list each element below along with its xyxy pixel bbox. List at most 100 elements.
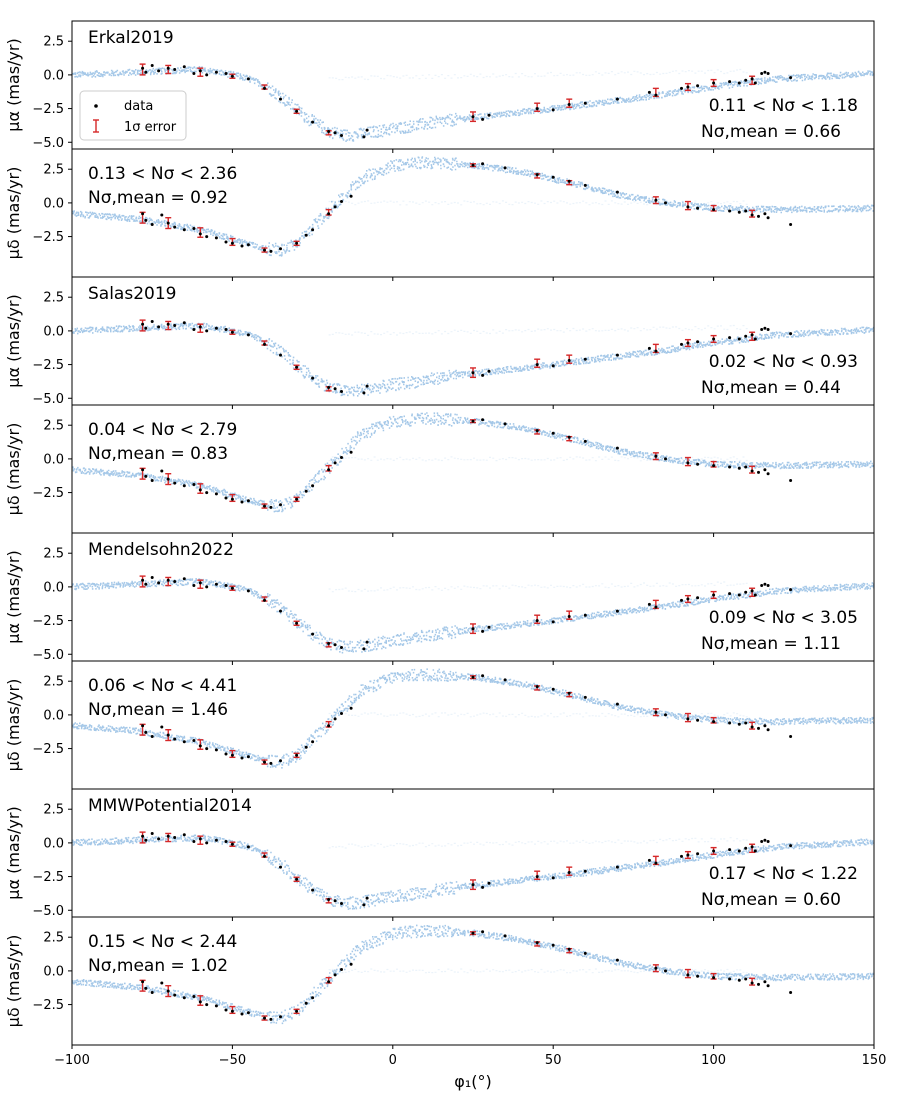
x-axis: −100 −50 0 50 100 150 φ₁(°): [54, 1053, 886, 1091]
data-point: [712, 593, 716, 597]
model-faint-tail-marks: [328, 837, 748, 849]
data-point: [182, 65, 186, 69]
data-point: [583, 613, 587, 617]
data-point: [166, 733, 170, 737]
y-tick-label: −2.5: [32, 998, 64, 1013]
y-tick-label: 2.5: [43, 419, 64, 434]
data-point: [246, 77, 250, 81]
data-point: [750, 469, 754, 473]
data-point: [205, 73, 209, 77]
data-point: [182, 228, 186, 232]
data-point: [481, 117, 485, 121]
legend: data 1σ error: [79, 90, 187, 141]
data-point: [503, 678, 507, 682]
data-point: [615, 97, 619, 101]
data-point: [744, 78, 748, 82]
data-point: [230, 74, 234, 78]
data-point: [551, 687, 555, 691]
n-sigma-range-label: 0.11 < Nσ < 1.18: [709, 96, 858, 116]
data-point: [615, 865, 619, 869]
data-point: [295, 877, 299, 881]
data-point: [686, 205, 690, 209]
data-point: [230, 586, 234, 590]
data-point: [340, 968, 343, 971]
data-point: [750, 333, 754, 337]
model-faint-tail-marks: [328, 68, 748, 81]
data-point: [760, 72, 764, 75]
y-tick-label: −2.5: [32, 102, 64, 117]
data-point: [173, 68, 177, 71]
data-point: [173, 481, 177, 485]
data-point: [333, 643, 337, 647]
n-sigma-range-label: 0.17 < Nσ < 1.22: [709, 864, 858, 884]
data-point: [333, 131, 337, 135]
x-tick-label: 50: [545, 1053, 562, 1068]
data-point: [763, 212, 767, 216]
data-point: [686, 717, 690, 721]
x-tick-label: −100: [54, 1053, 90, 1068]
data-point: [166, 66, 170, 70]
data-point: [263, 504, 266, 508]
data-point: [654, 861, 658, 865]
data-point: [295, 1009, 299, 1013]
data-point: [750, 213, 754, 217]
data-point: [567, 359, 571, 362]
model-name-label: Erkal2019: [88, 28, 174, 48]
data-point: [789, 76, 793, 80]
data-point: [333, 205, 337, 209]
data-point: [166, 834, 170, 838]
data-point: [753, 81, 757, 85]
data-point: [333, 717, 337, 721]
n-sigma-range-label: 0.06 < Nσ < 4.41: [88, 676, 237, 696]
legend-box: [79, 90, 187, 141]
data-point: [654, 93, 658, 97]
data-point: [664, 713, 667, 717]
y-axis-label: μδ (mas/yr): [4, 935, 23, 1028]
data-point: [728, 336, 732, 340]
panel-mu-alpha-salas2019: 2.5 0.0 −2.5 −5.0 μα (mas/yr) Salas2019 0.02 <…: [4, 276, 875, 409]
y-tick-label: 0.0: [43, 580, 64, 595]
data-point: [340, 200, 343, 203]
data-point: [230, 241, 234, 245]
data-point: [471, 419, 475, 423]
data-point: [583, 101, 587, 105]
y-tick-label: 2.5: [43, 803, 64, 818]
data-point: [712, 208, 716, 212]
data-point: [198, 232, 202, 236]
data-point: [728, 80, 732, 84]
model-name-label: Mendelsohn2022: [88, 540, 234, 560]
data-point: [230, 497, 234, 501]
data-point: [615, 353, 619, 357]
model-faint-tail-marks: [328, 456, 748, 462]
y-tick-label: −2.5: [32, 614, 64, 629]
data-point: [173, 993, 177, 997]
data-point: [198, 325, 202, 329]
data-point: [150, 991, 154, 994]
data-point: [647, 90, 651, 94]
data-point: [471, 115, 475, 119]
n-sigma-mean-label: Nσ,mean = 1.02: [88, 956, 228, 976]
data-point: [737, 466, 741, 470]
data-point: [141, 834, 145, 838]
data-point: [712, 849, 716, 853]
data-point: [680, 86, 683, 90]
data-point: [647, 858, 651, 862]
data-point: [760, 328, 764, 331]
data-point: [686, 973, 690, 977]
data-point: [567, 179, 571, 183]
data-point: [327, 468, 331, 472]
data-point: [160, 725, 164, 729]
data-point: [157, 69, 161, 73]
data-point: [144, 474, 148, 478]
data-point: [198, 488, 202, 492]
data-point: [481, 885, 485, 889]
data-point: [744, 721, 748, 725]
data-point: [340, 456, 343, 459]
data-point: [737, 722, 741, 726]
data-point: [141, 322, 145, 326]
data-point: [535, 107, 539, 111]
data-point: [763, 724, 767, 728]
y-tick-label: 0.0: [43, 964, 64, 979]
data-point: [757, 470, 760, 474]
